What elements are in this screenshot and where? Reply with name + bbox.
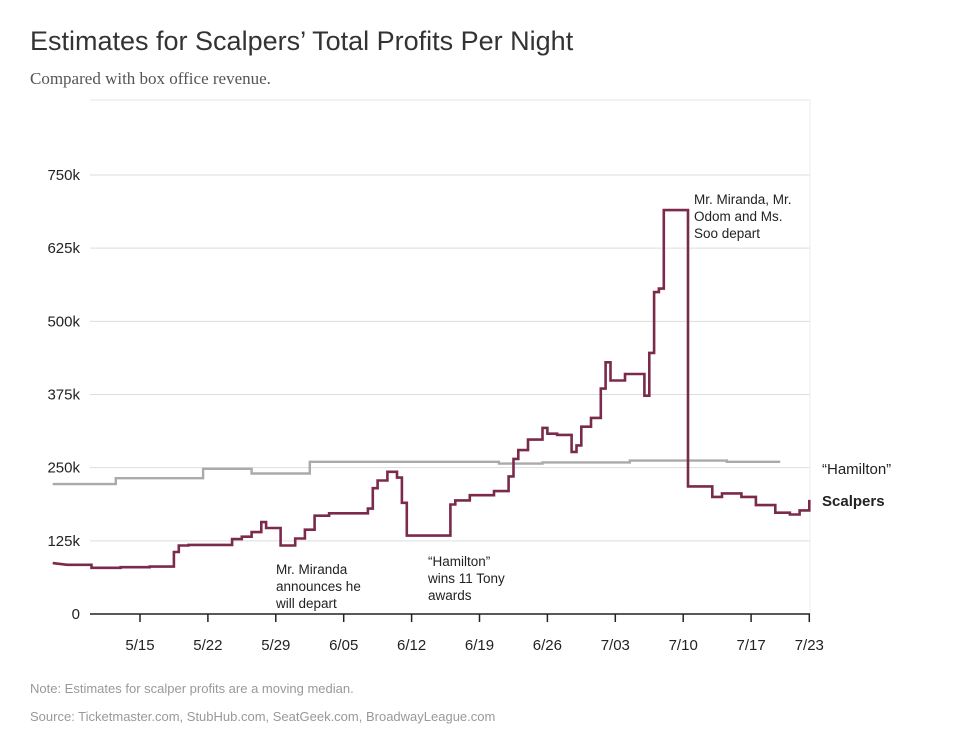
hamilton-line bbox=[52, 459, 781, 486]
chart-title: Estimates for Scalpers’ Total Profits Pe… bbox=[30, 26, 574, 56]
y-tick-label: 250k bbox=[47, 460, 80, 477]
x-tick-label: 6/19 bbox=[465, 637, 494, 654]
x-tick-label: 7/17 bbox=[736, 637, 765, 654]
x-tick-label: 5/22 bbox=[193, 637, 222, 654]
annotation-text: Mr. Miranda bbox=[276, 562, 348, 577]
y-tick-label: 500k bbox=[47, 313, 80, 330]
annotation-text: “Hamilton” bbox=[428, 554, 490, 569]
hamilton-series-label: “Hamilton” bbox=[822, 461, 891, 478]
annotation-text: announces he bbox=[276, 579, 361, 594]
annotation-text: Soo depart bbox=[694, 226, 760, 241]
annotation-text: wins 11 Tony bbox=[427, 571, 505, 586]
x-tick-label: 6/12 bbox=[397, 637, 426, 654]
series-layer bbox=[52, 208, 811, 570]
chart-source: Source: Ticketmaster.com, StubHub.com, S… bbox=[30, 709, 496, 724]
x-tick-label: 5/29 bbox=[261, 637, 290, 654]
y-tick-label: 625k bbox=[47, 240, 80, 257]
x-tick-label: 6/05 bbox=[329, 637, 358, 654]
annotation-text: will depart bbox=[275, 596, 337, 611]
y-tick-label: 125k bbox=[47, 533, 80, 550]
annotation-text: Mr. Miranda, Mr. bbox=[694, 192, 792, 207]
y-tick-label: 750k bbox=[47, 167, 80, 184]
chart-note: Note: Estimates for scalper profits are … bbox=[30, 681, 354, 696]
gridlines: 0 125k 250k 375k 500k 625k 750k bbox=[47, 99, 811, 623]
x-tick-label: 7/03 bbox=[601, 637, 630, 654]
x-tick-label: 7/10 bbox=[669, 637, 698, 654]
x-axis: 5/15 5/22 5/29 6/05 6/12 6/19 6/26 7/03 7/10 7/17… bbox=[90, 613, 824, 654]
label-layer: “Hamilton” Scalpers Mr. Miranda announces h… bbox=[275, 192, 891, 611]
chart-subtitle: Compared with box office revenue. bbox=[30, 69, 271, 88]
scalpers-line bbox=[52, 208, 811, 570]
scalpers-series-label: Scalpers bbox=[822, 493, 885, 510]
y-tick-label: 0 bbox=[72, 606, 80, 623]
annotation-text: Odom and Ms. bbox=[694, 209, 783, 224]
x-tick-label: 6/26 bbox=[533, 637, 562, 654]
y-tick-label: 375k bbox=[47, 387, 80, 404]
x-tick-label: 5/15 bbox=[125, 637, 154, 654]
x-tick-label: 7/23 bbox=[795, 637, 824, 654]
annotation-text: awards bbox=[428, 588, 472, 603]
